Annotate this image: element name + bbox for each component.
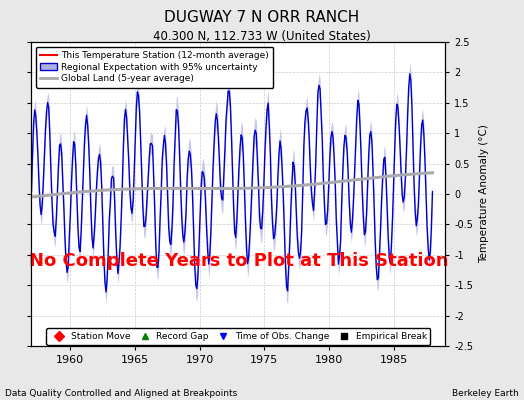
- Text: Berkeley Earth: Berkeley Earth: [452, 389, 519, 398]
- Y-axis label: Temperature Anomaly (°C): Temperature Anomaly (°C): [479, 124, 489, 264]
- Text: DUGWAY 7 N ORR RANCH: DUGWAY 7 N ORR RANCH: [165, 10, 359, 25]
- Legend: Station Move, Record Gap, Time of Obs. Change, Empirical Break: Station Move, Record Gap, Time of Obs. C…: [47, 328, 430, 344]
- Text: 40.300 N, 112.733 W (United States): 40.300 N, 112.733 W (United States): [153, 30, 371, 43]
- Text: Data Quality Controlled and Aligned at Breakpoints: Data Quality Controlled and Aligned at B…: [5, 389, 237, 398]
- Text: No Complete Years to Plot at This Station: No Complete Years to Plot at This Statio…: [29, 252, 448, 270]
